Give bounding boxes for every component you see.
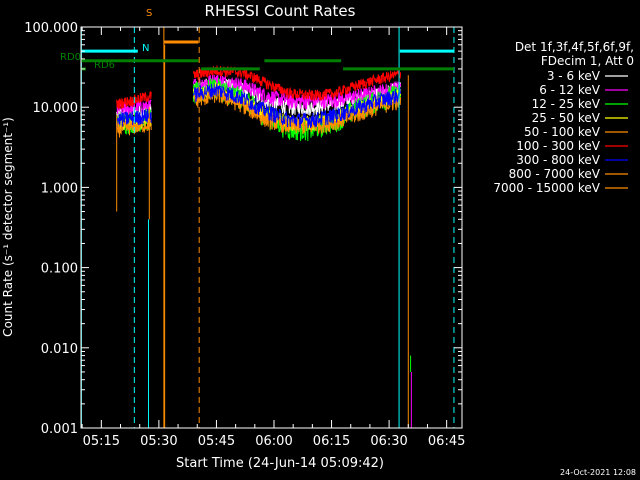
legend-label: 100 - 300 keV	[516, 139, 600, 153]
annotation-label: RD0	[60, 52, 81, 63]
legend-header: FDecim 1, Att 0	[541, 54, 634, 68]
plot-frame	[80, 26, 463, 429]
legend-header: Det 1f,3f,4f,5f,6f,9f,	[515, 40, 634, 54]
x-tick-label: 06:15	[313, 434, 350, 449]
timestamp: 24-Oct-2021 12:08	[560, 468, 636, 477]
y-tick-label: 0.010	[41, 342, 78, 357]
legend-label: 3 - 6 keV	[547, 69, 601, 83]
series-line	[116, 91, 152, 110]
annotation-label: N	[142, 43, 149, 54]
legend-label: 7000 - 15000 keV	[493, 181, 600, 195]
legend-label: 12 - 25 keV	[532, 97, 601, 111]
legend-label: 300 - 800 keV	[516, 153, 600, 167]
series-line	[116, 108, 152, 128]
x-tick-label: 06:00	[255, 434, 292, 449]
y-tick-label: 0.001	[41, 422, 78, 437]
series-line	[192, 74, 402, 110]
x-tick-label: 05:15	[83, 434, 120, 449]
legend-label: 800 - 7000 keV	[509, 167, 601, 181]
y-tick-label: 0.100	[41, 262, 78, 277]
y-tick-label: 1.000	[41, 181, 78, 196]
x-tick-label: 05:30	[140, 434, 177, 449]
legend-label: 6 - 12 keV	[539, 83, 601, 97]
y-tick-label: 10.000	[33, 101, 79, 116]
annotation-label: S	[146, 8, 152, 19]
y-tick-label: 100.000	[24, 21, 78, 36]
legend-label: 50 - 100 keV	[524, 125, 601, 139]
series-line	[192, 83, 402, 129]
x-tick-label: 05:45	[198, 434, 235, 449]
annotation-label: RD6	[94, 60, 115, 71]
x-tick-label: 06:30	[370, 434, 407, 449]
chart-title: RHESSI Count Rates	[205, 2, 356, 20]
legend-label: 25 - 50 keV	[532, 111, 601, 125]
x-axis-label: Start Time (24-Jun-14 05:09:42)	[176, 456, 384, 471]
x-tick-label: 06:45	[428, 434, 465, 449]
y-axis-label: Count Rate (s⁻¹ detector segment⁻¹)	[1, 117, 15, 337]
